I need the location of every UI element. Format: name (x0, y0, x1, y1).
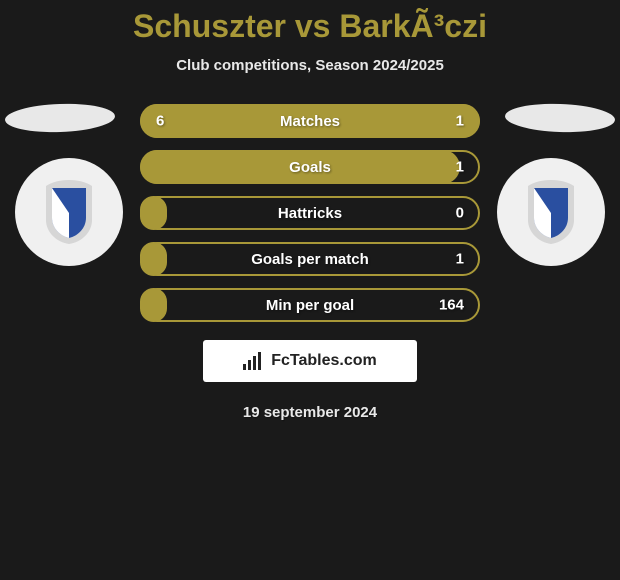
stat-value-right: 0 (456, 205, 464, 222)
stat-value-right: 164 (439, 297, 464, 314)
stat-value-left: 6 (156, 113, 164, 130)
stat-value-right: 1 (456, 251, 464, 268)
stat-bar: 6 Matches 1 (140, 104, 480, 138)
chart-icon (243, 352, 265, 370)
stats-area: 6 Matches 1 Goals 1 Hattricks 0 Goals per match… (0, 104, 620, 322)
photo-placeholder-right (505, 102, 616, 134)
club-logo-right (497, 158, 605, 266)
stat-label: Goals per match (251, 251, 369, 268)
stat-bar: Min per goal 164 (140, 288, 480, 322)
photo-placeholder-left (5, 102, 116, 134)
stat-value-right: 1 (456, 113, 464, 130)
page-title: Schuszter vs BarkÃ³czi (0, 8, 620, 45)
stat-bar: Hattricks 0 (140, 196, 480, 230)
date: 19 september 2024 (0, 404, 620, 421)
shield-icon (524, 180, 578, 244)
stat-value-right: 1 (456, 159, 464, 176)
stat-label: Min per goal (266, 297, 354, 314)
stat-label: Hattricks (278, 205, 342, 222)
watermark-text: FcTables.com (271, 352, 377, 370)
watermark: FcTables.com (203, 340, 417, 382)
shield-icon (42, 180, 96, 244)
comparison-bars: 6 Matches 1 Goals 1 Hattricks 0 Goals per match… (140, 104, 480, 322)
stat-bar: Goals 1 (140, 150, 480, 184)
stat-label: Goals (289, 159, 331, 176)
subtitle: Club competitions, Season 2024/2025 (0, 57, 620, 74)
club-logo-left (15, 158, 123, 266)
stat-label: Matches (280, 113, 340, 130)
stat-bar: Goals per match 1 (140, 242, 480, 276)
